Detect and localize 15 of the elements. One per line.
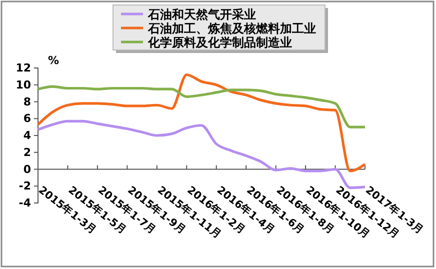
y-tick-label: 4 xyxy=(23,129,32,142)
y-tick-label: -2 xyxy=(18,180,31,193)
legend-label: 化学原料及化学制品制造业 xyxy=(147,36,292,50)
legend-label: 石油加工、炼焦及核燃料加工业 xyxy=(147,22,316,36)
legend-label: 石油和天然气开采业 xyxy=(147,8,256,22)
y-tick-label: -4 xyxy=(18,196,32,210)
y-tick-label: 2 xyxy=(23,146,31,159)
line-series xyxy=(36,73,366,172)
y-tick-label: 12 xyxy=(16,62,31,75)
y-axis-title: % xyxy=(48,54,60,67)
y-tick-label: 8 xyxy=(23,95,31,108)
y-tick-label: 10 xyxy=(16,78,32,92)
y-tick-label: 6 xyxy=(23,112,32,126)
y-tick-label: 0 xyxy=(23,162,32,176)
line-series xyxy=(36,85,366,128)
